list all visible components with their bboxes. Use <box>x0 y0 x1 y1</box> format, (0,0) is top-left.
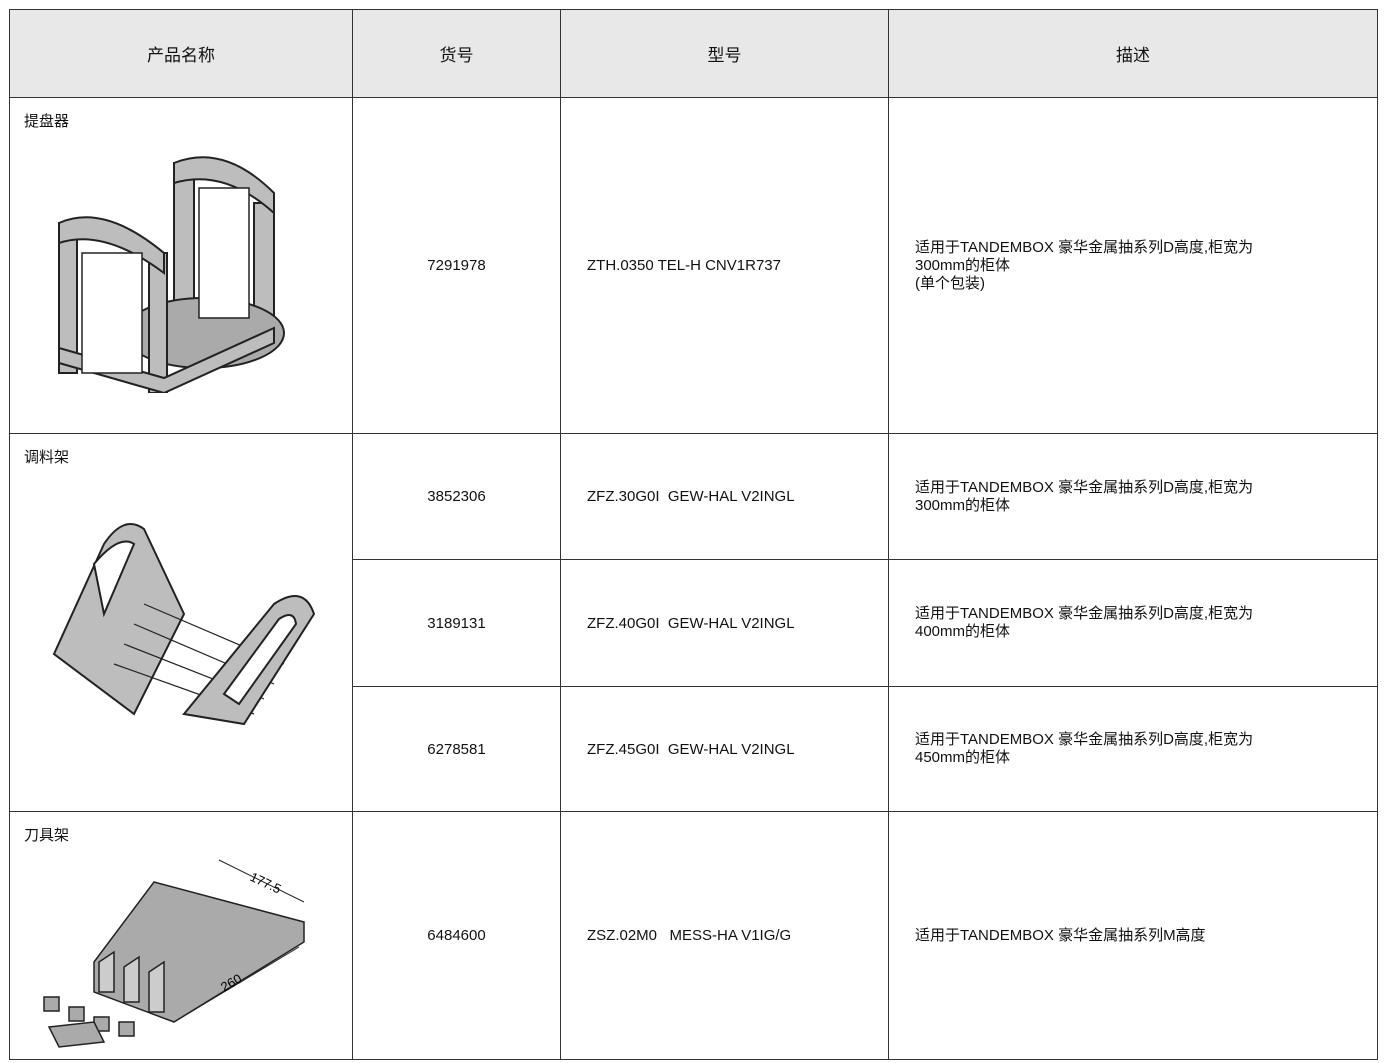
model-cell: ZTH.0350 TEL-H CNV1R737 <box>560 97 889 434</box>
row: 提盘器 7291978 ZTH.0350 TEL-H C <box>9 97 1378 434</box>
product-image <box>52 523 316 726</box>
description-line: 适用于TANDEMBOX 豪华金属抽系列D高度,柜宽为 <box>915 478 1254 496</box>
group-name: 刀具架 <box>24 827 70 844</box>
name-cell: 调料架 <box>9 433 353 812</box>
description-line: 400mm的柜体 <box>915 623 1011 640</box>
product-image <box>58 156 285 393</box>
product-table: 产品名称 货号 型号 描述 提盘器 <box>9 9 1378 1060</box>
name-cell: 刀具架 177.5 260 <box>9 811 353 1060</box>
model-cell: ZFZ.30G0I GEW-HAL V2INGL <box>560 433 889 560</box>
dimension-label: 177.5 <box>248 869 284 896</box>
header-cell: 产品名称 <box>9 9 353 98</box>
article-cell: 6278581 <box>352 686 561 812</box>
header-cell: 货号 <box>352 9 561 98</box>
model-cell: ZSZ.02M0 MESS-HA V1IG/G <box>560 811 889 1060</box>
row: 刀具架 177.5 260 6484600 <box>9 811 1378 1060</box>
model-cell: ZFZ.45G0I GEW-HAL V2INGL <box>560 686 889 812</box>
description-line: 300mm的柜体 <box>915 496 1011 514</box>
description-cell: 适用于TANDEMBOX 豪华金属抽系列D高度,柜宽为 400mm的柜体 <box>888 559 1378 687</box>
product-image: 177.5 260 <box>43 859 305 1048</box>
description-cell: 适用于TANDEMBOX 豪华金属抽系列D高度,柜宽为 450mm的柜体 <box>888 686 1378 812</box>
article-cell: 7291978 <box>352 97 561 434</box>
header-cell: 型号 <box>560 9 889 98</box>
description-cell: 适用于TANDEMBOX 豪华金属抽系列M高度 <box>888 811 1378 1060</box>
article-cell: 3852306 <box>352 433 561 560</box>
description-line: 450mm的柜体 <box>915 749 1011 766</box>
row: 3189131 ZFZ.40G0I GEW-HAL V2INGL 适用于TAND… <box>10 559 1378 687</box>
name-cell: 提盘器 <box>9 97 353 434</box>
article-cell: 6484600 <box>352 811 561 1060</box>
description-line: 适用于TANDEMBOX 豪华金属抽系列M高度 <box>915 926 1206 944</box>
description-line: 适用于TANDEMBOX 豪华金属抽系列D高度,柜宽为 <box>915 731 1254 748</box>
row: 调料架 3852306 ZFZ.30G0I GEW-HAL V2INGL 适用于… <box>9 433 1378 812</box>
description-cell: 适用于TANDEMBOX 豪华金属抽系列D高度,柜宽为 300mm的柜体 (单个… <box>888 97 1378 434</box>
header-row: 产品名称 货号 型号 描述 <box>9 9 1378 98</box>
model-cell: ZFZ.40G0I GEW-HAL V2INGL <box>560 559 889 687</box>
row: 6278581 ZFZ.45G0I GEW-HAL V2INGL 适用于TAND… <box>10 686 1378 812</box>
header-cell: 描述 <box>888 9 1378 98</box>
article-cell: 3189131 <box>352 559 561 687</box>
group-name: 调料架 <box>24 449 70 466</box>
description-line: 适用于TANDEMBOX 豪华金属抽系列D高度,柜宽为 <box>915 238 1254 256</box>
description-line: (单个包装) <box>915 274 985 292</box>
description-line: 300mm的柜体 <box>915 256 1011 274</box>
group-name: 提盘器 <box>24 113 70 130</box>
description-line: 适用于TANDEMBOX 豪华金属抽系列D高度,柜宽为 <box>915 605 1254 622</box>
description-cell: 适用于TANDEMBOX 豪华金属抽系列D高度,柜宽为 300mm的柜体 <box>888 433 1378 560</box>
